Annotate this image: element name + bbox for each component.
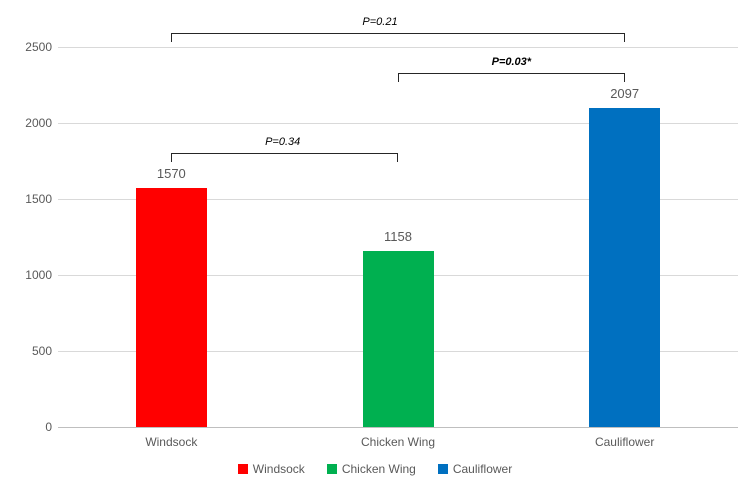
bar-cauliflower xyxy=(589,108,661,427)
bar-windsock xyxy=(135,188,207,427)
chart-legend: Windsock Chicken Wing Cauliflower xyxy=(0,462,750,476)
significance-bracket xyxy=(398,72,625,82)
data-label-windsock: 1570 xyxy=(156,166,186,182)
p-value-label: P=0.34 xyxy=(265,136,301,149)
legend-item-chicken-wing: Chicken Wing xyxy=(326,462,416,476)
gridline xyxy=(58,199,738,200)
y-tick-label: 2500 xyxy=(25,40,52,54)
legend-swatch-icon xyxy=(326,464,337,474)
legend-label: Cauliflower xyxy=(452,462,513,476)
legend-swatch-icon xyxy=(237,464,248,474)
y-tick-label: 1500 xyxy=(25,192,52,206)
category-label-chicken-wing: Chicken Wing xyxy=(360,435,436,449)
legend-item-cauliflower: Cauliflower xyxy=(437,462,513,476)
p-value-label: P=0.21 xyxy=(362,16,398,29)
data-label-chicken-wing: 1158 xyxy=(384,228,412,244)
legend-label: Chicken Wing xyxy=(341,462,416,476)
gridline xyxy=(58,47,738,48)
significance-bracket xyxy=(171,153,398,163)
legend-item-windsock: Windsock xyxy=(237,462,305,476)
y-tick-label: 2000 xyxy=(25,116,52,130)
y-tick-label: 0 xyxy=(45,420,52,434)
category-label-cauliflower: Cauliflower xyxy=(594,435,655,449)
significance-bracket xyxy=(171,33,625,43)
p-value-label: P=0.03* xyxy=(491,55,532,68)
y-tick-label: 1000 xyxy=(25,268,52,282)
x-axis-line xyxy=(58,427,738,428)
y-tick-label: 500 xyxy=(31,344,52,358)
legend-swatch-icon xyxy=(437,464,448,474)
gridline xyxy=(58,123,738,124)
bar-chicken-wing xyxy=(362,250,434,427)
data-label-cauliflower: 2097 xyxy=(610,86,640,102)
category-label-windsock: Windsock xyxy=(145,435,198,449)
legend-label: Windsock xyxy=(252,462,305,476)
